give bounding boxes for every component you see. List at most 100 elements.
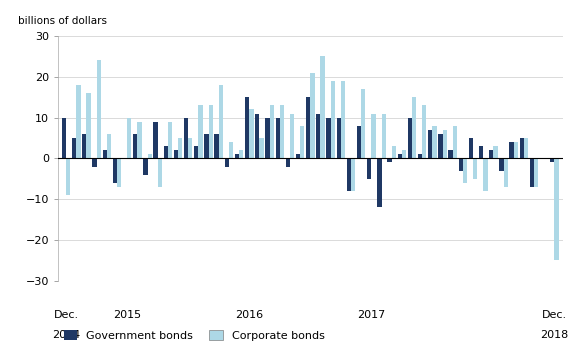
Bar bbox=[107, 134, 111, 158]
Bar bbox=[432, 126, 437, 158]
Bar bbox=[276, 118, 280, 158]
Bar bbox=[351, 158, 356, 191]
Bar bbox=[550, 158, 554, 162]
Text: Dec.: Dec. bbox=[53, 310, 79, 320]
Bar bbox=[72, 138, 77, 158]
Bar bbox=[113, 158, 117, 183]
Bar bbox=[418, 154, 422, 158]
Bar bbox=[377, 158, 382, 207]
Bar bbox=[483, 158, 488, 191]
Bar bbox=[327, 118, 331, 158]
Bar bbox=[422, 105, 426, 158]
Bar bbox=[229, 142, 233, 158]
Bar bbox=[306, 97, 310, 158]
Bar bbox=[245, 97, 249, 158]
Bar bbox=[448, 150, 453, 158]
Bar bbox=[530, 158, 534, 187]
Bar bbox=[514, 142, 518, 158]
Bar bbox=[66, 158, 70, 195]
Bar bbox=[259, 138, 264, 158]
Bar bbox=[296, 154, 300, 158]
Bar bbox=[357, 126, 361, 158]
Bar bbox=[469, 138, 473, 158]
Bar bbox=[459, 158, 463, 171]
Bar bbox=[316, 113, 321, 158]
Bar bbox=[77, 85, 81, 158]
Text: billions of dollars: billions of dollars bbox=[17, 16, 107, 26]
Bar bbox=[520, 138, 524, 158]
Bar bbox=[168, 122, 172, 158]
Bar bbox=[103, 150, 107, 158]
Bar bbox=[412, 97, 416, 158]
Bar bbox=[117, 158, 121, 187]
Bar bbox=[82, 134, 86, 158]
Bar bbox=[209, 105, 213, 158]
Bar bbox=[392, 146, 396, 158]
Bar bbox=[341, 81, 345, 158]
Bar bbox=[402, 150, 406, 158]
Text: 2015: 2015 bbox=[113, 310, 142, 320]
Bar bbox=[524, 138, 528, 158]
Bar bbox=[184, 118, 189, 158]
Bar bbox=[310, 73, 314, 158]
Bar bbox=[198, 105, 202, 158]
Bar bbox=[133, 134, 137, 158]
Bar bbox=[387, 158, 392, 162]
Bar bbox=[408, 118, 412, 158]
Bar bbox=[97, 60, 101, 158]
Bar bbox=[137, 122, 142, 158]
Bar bbox=[270, 105, 274, 158]
Bar bbox=[290, 113, 294, 158]
Bar bbox=[347, 158, 351, 191]
Bar bbox=[489, 150, 494, 158]
Text: 2018: 2018 bbox=[541, 330, 568, 340]
Bar bbox=[280, 105, 284, 158]
Bar bbox=[336, 118, 341, 158]
Bar bbox=[127, 118, 132, 158]
Bar bbox=[499, 158, 503, 171]
Bar bbox=[265, 118, 270, 158]
Bar bbox=[438, 134, 443, 158]
Text: 2014: 2014 bbox=[52, 330, 80, 340]
Bar bbox=[331, 81, 335, 158]
Bar bbox=[239, 150, 244, 158]
Bar bbox=[286, 158, 290, 167]
Text: Dec.: Dec. bbox=[542, 310, 567, 320]
Bar bbox=[86, 93, 90, 158]
Bar bbox=[143, 158, 147, 175]
Bar bbox=[154, 122, 158, 158]
Bar bbox=[92, 158, 97, 167]
Bar bbox=[174, 150, 178, 158]
Bar bbox=[62, 118, 66, 158]
Bar bbox=[479, 146, 483, 158]
Bar bbox=[473, 158, 477, 179]
Bar bbox=[178, 138, 182, 158]
Legend: Government bonds, Corporate bonds: Government bonds, Corporate bonds bbox=[64, 330, 324, 341]
Bar bbox=[300, 126, 304, 158]
Text: 2016: 2016 bbox=[235, 310, 263, 320]
Bar bbox=[188, 138, 193, 158]
Text: 2017: 2017 bbox=[357, 310, 386, 320]
Bar bbox=[249, 109, 253, 158]
Bar bbox=[554, 158, 559, 260]
Bar bbox=[224, 158, 229, 167]
Bar bbox=[215, 134, 219, 158]
Bar bbox=[367, 158, 371, 179]
Bar bbox=[204, 134, 209, 158]
Bar bbox=[361, 89, 365, 158]
Bar bbox=[158, 158, 162, 187]
Bar bbox=[371, 113, 376, 158]
Bar bbox=[534, 158, 538, 187]
Bar bbox=[428, 130, 432, 158]
Bar bbox=[453, 126, 457, 158]
Bar bbox=[164, 146, 168, 158]
Bar bbox=[194, 146, 198, 158]
Bar bbox=[147, 154, 152, 158]
Bar bbox=[503, 158, 508, 187]
Bar bbox=[321, 57, 325, 158]
Bar bbox=[443, 130, 447, 158]
Bar bbox=[382, 113, 386, 158]
Bar bbox=[255, 113, 259, 158]
Bar bbox=[509, 142, 514, 158]
Bar bbox=[397, 154, 402, 158]
